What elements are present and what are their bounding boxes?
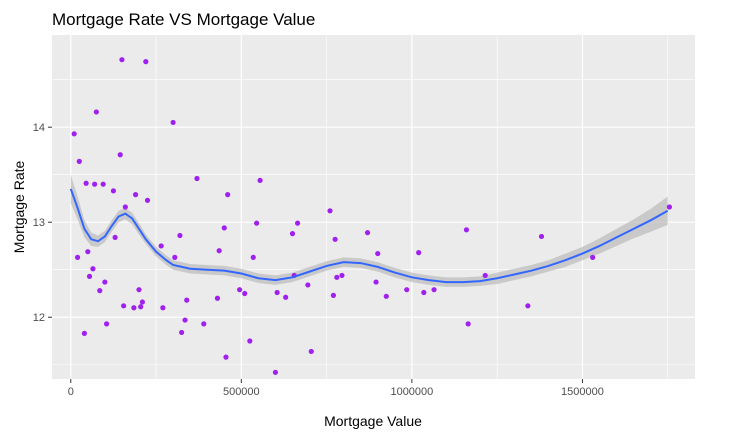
data-point	[308, 348, 314, 355]
data-point	[177, 232, 183, 239]
data-point	[538, 233, 545, 240]
data-point	[416, 250, 422, 256]
data-point	[373, 279, 379, 285]
data-point	[247, 338, 253, 344]
data-point	[339, 272, 345, 279]
data-point	[143, 59, 149, 65]
data-point	[158, 243, 164, 249]
y-axis: 12 13 14	[33, 122, 52, 324]
y-axis-title: Mortgage Rate	[11, 160, 27, 253]
data-point	[184, 297, 190, 303]
data-point	[216, 248, 222, 254]
data-point	[327, 208, 333, 214]
data-point	[136, 287, 142, 293]
data-point	[97, 288, 103, 294]
data-point	[383, 293, 389, 299]
data-point	[93, 109, 99, 115]
data-point	[525, 303, 531, 309]
data-point	[122, 204, 128, 210]
data-point	[364, 230, 371, 236]
data-point	[81, 330, 88, 336]
data-point	[201, 321, 207, 327]
data-point	[221, 225, 227, 231]
data-point	[305, 282, 311, 288]
data-point	[242, 290, 248, 297]
data-point	[71, 131, 77, 137]
plot-panel	[52, 35, 695, 379]
data-point	[404, 287, 410, 293]
x-tick-label: 1500000	[561, 386, 604, 398]
data-point	[76, 158, 82, 164]
data-point	[431, 287, 437, 293]
data-point	[421, 289, 427, 296]
x-tick-label: 1000000	[390, 386, 433, 398]
chart-title: Mortgage Rate VS Mortgage Value	[52, 10, 315, 29]
data-point	[465, 321, 471, 327]
x-tick-label: 0	[68, 386, 74, 398]
data-point	[590, 254, 596, 260]
data-point	[225, 192, 231, 198]
data-point	[334, 274, 340, 280]
data-point	[375, 250, 381, 257]
data-point	[170, 119, 176, 126]
data-point	[254, 220, 260, 226]
smooth-trend-line	[69, 188, 669, 284]
data-point	[272, 369, 279, 375]
data-point	[332, 236, 338, 242]
y-tick-label: 14	[33, 122, 45, 134]
major-gridlines	[52, 35, 695, 379]
data-point	[289, 231, 296, 237]
data-point	[102, 279, 108, 285]
data-point	[138, 304, 144, 310]
data-point	[144, 197, 151, 203]
data-point	[283, 294, 289, 300]
data-point	[112, 234, 118, 241]
data-point	[463, 227, 470, 233]
data-point	[257, 177, 263, 183]
y-tick-label: 12	[33, 312, 45, 324]
data-point	[119, 57, 125, 63]
data-point	[74, 254, 81, 260]
y-tick-label: 13	[33, 217, 45, 229]
x-axis: 0 500000 1000000 1500000	[68, 379, 604, 398]
data-point	[330, 292, 337, 298]
data-point	[83, 180, 89, 186]
data-point	[274, 289, 280, 296]
x-axis-title: Mortgage Value	[324, 413, 422, 429]
data-point	[131, 305, 137, 311]
data-point	[295, 220, 301, 226]
data-point	[117, 152, 123, 158]
data-point	[223, 354, 229, 360]
data-point	[103, 321, 110, 327]
data-point	[90, 266, 96, 272]
data-point	[139, 299, 145, 305]
data-point	[132, 192, 139, 198]
data-point	[121, 303, 127, 309]
data-point	[482, 272, 488, 279]
data-point	[666, 204, 673, 210]
data-point	[214, 295, 221, 301]
x-tick-label: 500000	[223, 386, 260, 398]
data-point	[250, 254, 256, 260]
data-point	[92, 181, 98, 187]
data-point	[110, 188, 117, 194]
data-point	[194, 175, 200, 182]
data-point	[172, 254, 178, 260]
data-point	[86, 273, 93, 279]
data-point	[160, 305, 166, 311]
data-point	[100, 181, 106, 187]
data-point	[182, 317, 188, 323]
data-point	[179, 329, 185, 336]
data-point	[85, 249, 91, 255]
data-point	[237, 287, 243, 293]
